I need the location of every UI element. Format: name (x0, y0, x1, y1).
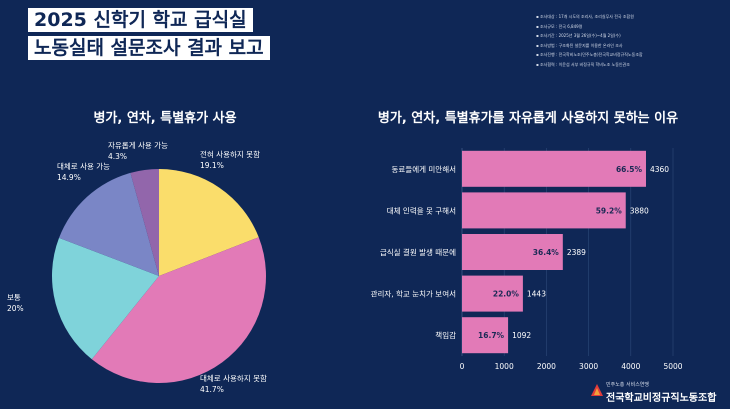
survey-info-item: 조사규모 : 전국 6,849명 (536, 22, 726, 32)
pie-slice-value: 20% (7, 304, 24, 313)
survey-info-list: 조사대상 : 17개 시도의 조리사, 조리실무사 전국 조합원 조사규모 : … (536, 12, 726, 69)
title-line-1: 2025 신학기 학교 급식실 (28, 8, 253, 32)
x-tick-label: 3000 (579, 362, 598, 371)
x-tick-label: 2000 (537, 362, 556, 371)
bar-percent-label: 36.4% (533, 248, 560, 257)
bar (462, 234, 563, 270)
pie-slice-value: 19.1% (200, 161, 224, 170)
union-logo-icon (591, 384, 603, 396)
survey-info-item: 조사협력 : 이윤섭 서부 비정규직 학비노조 노동인권조 (536, 60, 726, 70)
pie-slice-value: 14.9% (57, 173, 81, 182)
survey-info-item: 조사대상 : 17개 시도의 조리사, 조리실무사 전국 조합원 (536, 12, 726, 22)
bar-chart-title: 병가, 연차, 특별휴가를 자유롭게 사용하지 못하는 이유 (377, 111, 679, 126)
survey-info-item: 조사진행 : 전국학비노조(민주노총)전국학교비정규직노동조합 (536, 50, 726, 60)
pie-slice-label: 대체로 사용 가능 (57, 161, 110, 171)
bar-percent-label: 59.2% (596, 206, 623, 215)
bar-category-label: 동료들에게 미안해서 (392, 164, 456, 174)
bar (462, 150, 646, 187)
pie-slice (130, 169, 159, 276)
bar-value-label: 4360 (650, 165, 669, 174)
pie-slice-label: 대체로 사용하지 못함 (200, 373, 267, 383)
survey-info-item: 조사기간 : 2025년 3월 26일(수)~4월 2일(수) (536, 31, 726, 41)
bar-category-label: 책임감 (435, 330, 456, 340)
bar (462, 192, 626, 229)
pie-slice-label: 자유롭게 사용 가능 (108, 140, 168, 150)
pie-chart-title: 병가, 연차, 특별휴가 사용 (93, 111, 237, 126)
pie-slice-value: 4.3% (108, 152, 127, 161)
pie-slice (59, 172, 159, 276)
pie-slice-label: 보통 (7, 293, 21, 302)
union-name: 전국학교비정규직노동조합 (606, 393, 717, 404)
bar (462, 317, 509, 354)
pie-slice-value: 41.7% (200, 385, 224, 394)
pie-slice (91, 237, 266, 383)
bar-category-label: 대체 인력을 못 구해서 (387, 205, 456, 215)
title-line-2: 노동실태 설문조사 결과 보고 (28, 36, 270, 60)
report-title: 2025 신학기 학교 급식실 노동실태 설문조사 결과 보고 (28, 8, 318, 64)
survey-info-item: 조사방법 : 구조화된 설문지를 이용한 온라인 조사 (536, 41, 726, 51)
x-tick-label: 5000 (663, 362, 682, 371)
bar-percent-label: 22.0% (493, 290, 520, 299)
pie-slice (159, 169, 259, 276)
pie-slice (52, 237, 160, 360)
bar-percent-label: 66.5% (616, 165, 643, 174)
x-tick-label: 4000 (621, 362, 640, 371)
bar-category-label: 관리자, 학교 눈치가 보여서 (371, 289, 456, 299)
pie-slice-label: 전혀 사용하지 못함 (200, 149, 260, 159)
union-sub-label: 민주노총 서비스연맹 (606, 382, 649, 388)
bar-value-label: 1443 (527, 290, 546, 299)
bar-value-label: 3880 (630, 206, 649, 215)
bar-value-label: 1092 (512, 331, 531, 340)
bar (462, 275, 523, 312)
x-tick-label: 1000 (495, 362, 514, 371)
bar-value-label: 2389 (567, 248, 586, 257)
bar-percent-label: 16.7% (478, 331, 505, 340)
x-tick-label: 0 (460, 362, 465, 371)
bar-category-label: 급식실 결원 발생 때문에 (380, 247, 456, 257)
